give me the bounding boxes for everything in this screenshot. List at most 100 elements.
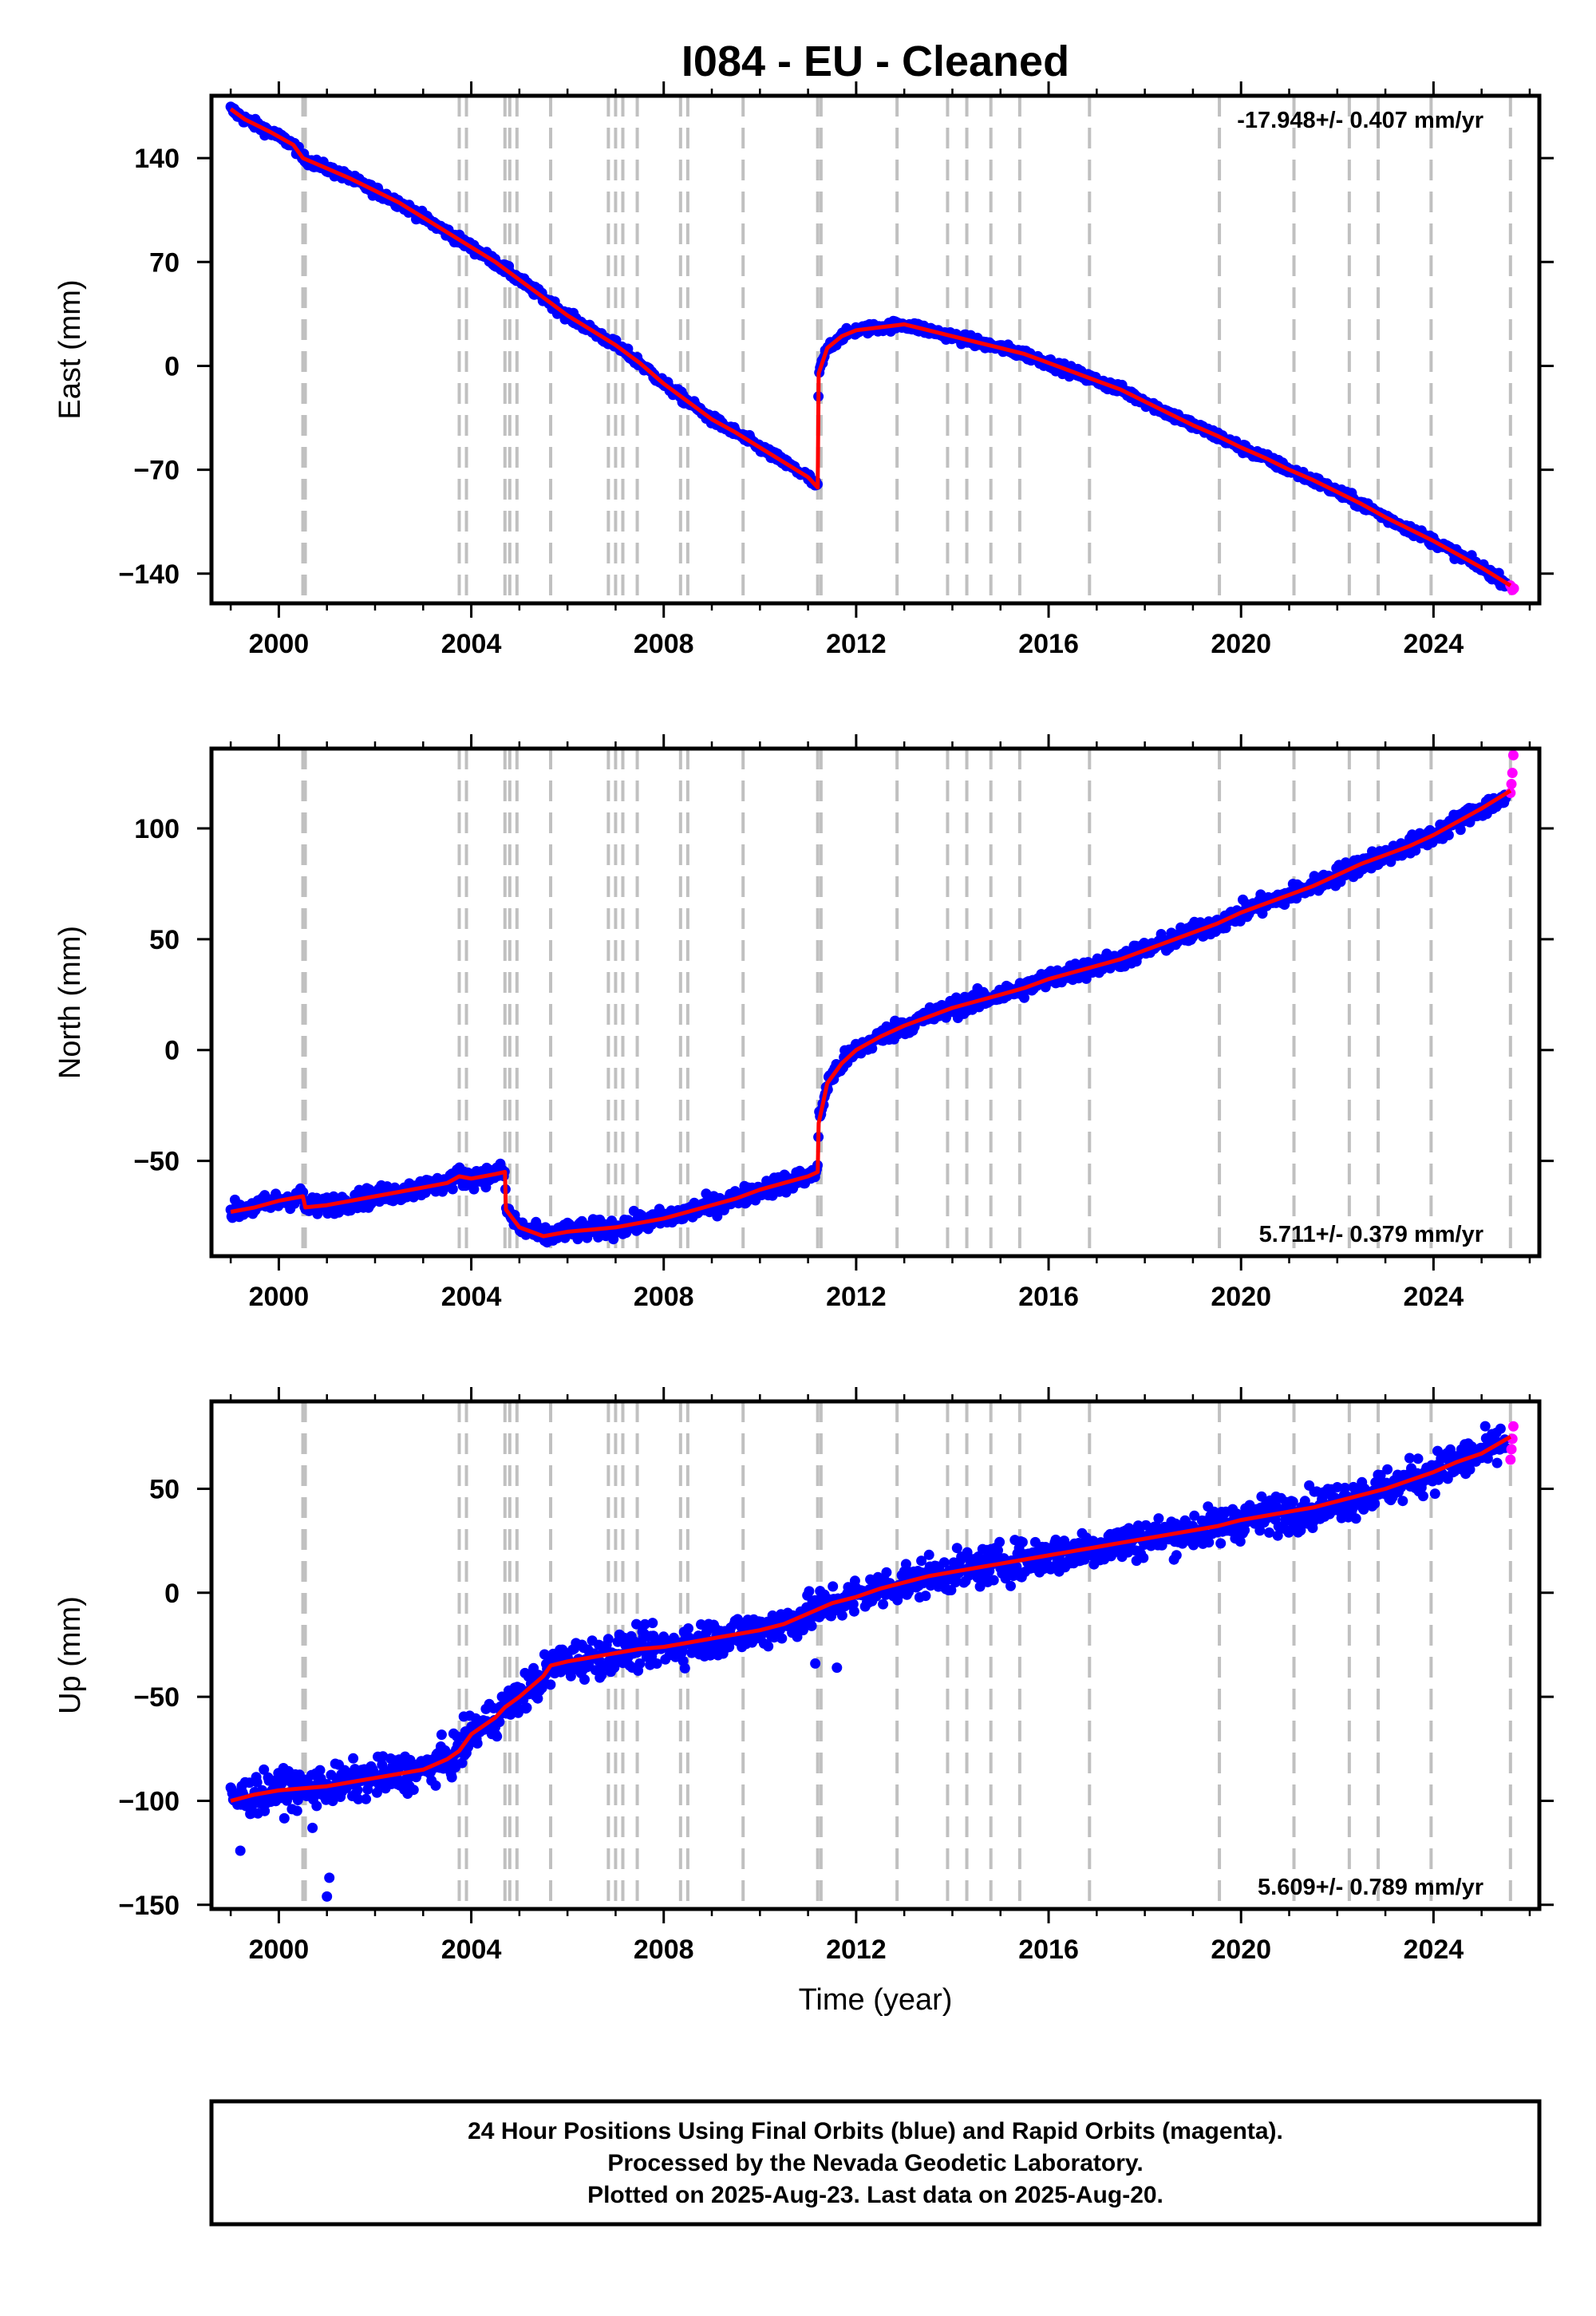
up-x-tick-label: 2000 [249,1935,310,1965]
up-final-point [408,1784,419,1796]
north-y-axis-label: North (mm) [53,926,87,1079]
up-final-point [683,1623,693,1634]
up-x-tick-label: 2008 [634,1935,694,1965]
up-final-point [1491,1457,1503,1468]
east-y-tick-label: 0 [164,351,180,381]
up-final-point [279,1812,290,1824]
up-final-point [371,1787,382,1798]
up-final-point [352,1784,363,1796]
up-final-point [804,1586,815,1597]
up-final-point [1495,1423,1506,1434]
up-final-point [348,1753,359,1764]
north-plot-area [225,749,1519,1256]
up-final-point [1011,1561,1022,1572]
north-y-tick-label: 100 [134,814,180,844]
up-final-point [988,1575,999,1586]
footer-line-3: Plotted on 2025-Aug-23. Last data on 202… [587,2182,1163,2208]
up-final-point [900,1559,911,1570]
footer-line-2: Processed by the Nevada Geodetic Laborat… [607,2150,1143,2176]
north-y-tick-label: 50 [149,925,180,955]
up-final-point [244,1777,255,1788]
up-final-point [1215,1538,1227,1549]
up-final-point [994,1536,1005,1547]
up-final-point [1171,1550,1182,1561]
up-outlier-point [307,1822,318,1833]
up-y-tick-label: −50 [133,1682,180,1713]
footer-line-1: 24 Hour Positions Using Final Orbits (bl… [468,2118,1283,2144]
north-rapid-point [1506,778,1517,789]
up-final-point [596,1670,607,1681]
up-final-point [1005,1580,1016,1591]
north-x-tick-label: 2004 [441,1282,502,1312]
up-final-point [651,1658,662,1669]
up-y-tick-label: 0 [164,1579,180,1609]
up-x-tick-label: 2012 [826,1935,887,1965]
east-x-tick-label: 2016 [1018,629,1079,659]
east-x-tick-label: 2000 [249,629,310,659]
up-y-tick-label: 50 [149,1474,180,1504]
chart-title: I084 - EU - Cleaned [681,38,1069,85]
up-final-point [1189,1510,1200,1521]
north-panel: 2000 2004 2008 2012 2016 2020 2024−50050100Nor… [53,734,1554,1312]
up-rate-label: 5.609+/- 0.789 mm/yr [1258,1875,1483,1900]
north-rapid-point [1507,768,1518,779]
up-final-point [1429,1488,1440,1500]
up-outlier-point [322,1891,333,1902]
north-final-point [468,1184,480,1195]
up-final-point [1350,1513,1361,1524]
up-final-point [492,1731,503,1742]
up-outlier-point [832,1662,843,1674]
north-final-point [447,1184,458,1195]
up-final-point [993,1545,1003,1556]
up-final-point [494,1717,505,1728]
up-final-point [881,1567,892,1578]
up-final-point [1332,1482,1343,1492]
north-final-point [1443,829,1454,840]
up-final-point [1256,1491,1267,1502]
up-final-point [472,1738,483,1749]
north-rapid-point [1507,749,1519,761]
up-final-point [353,1793,364,1804]
up-final-point [696,1619,706,1630]
east-x-tick-label: 2024 [1404,629,1464,659]
east-rate-label: -17.948+/- 0.407 mm/yr [1237,108,1483,133]
north-final-point [1455,824,1466,836]
up-final-point [920,1591,931,1602]
up-final-point [938,1557,950,1568]
up-final-point [1254,1525,1266,1536]
north-x-tick-label: 2000 [249,1282,310,1312]
up-rapid-point [1505,1454,1516,1465]
up-final-point [951,1543,962,1554]
up-final-point [647,1618,658,1629]
north-x-tick-label: 2016 [1018,1282,1079,1312]
up-final-point [314,1765,326,1776]
up-final-point [521,1702,532,1713]
up-plot-area [225,1401,1519,1909]
east-panel: 2000 2004 2008 2012 2016 2020 2024−140−7007014… [53,81,1554,659]
up-final-point [259,1805,271,1816]
up-final-point [836,1610,847,1621]
up-final-point [878,1599,889,1610]
north-y-tick-label: −50 [133,1147,180,1177]
north-x-tick-label: 2008 [634,1282,694,1312]
up-final-point [291,1805,302,1816]
up-final-point [1375,1469,1386,1480]
up-frame [209,1399,1542,1911]
north-frame [209,746,1542,1259]
up-final-point [1264,1527,1274,1538]
up-final-point [806,1620,817,1631]
up-final-point [1017,1536,1028,1547]
east-model-line [229,107,1512,587]
north-x-tick-label: 2012 [826,1282,887,1312]
north-model-line [230,788,1512,1239]
east-y-axis-label: East (mm) [53,279,87,419]
north-x-tick-label: 2024 [1404,1282,1464,1312]
up-final-point [916,1555,927,1567]
up-final-point [361,1793,372,1804]
up-y-tick-label: −150 [118,1891,180,1921]
up-final-point [974,1581,986,1592]
up-x-tick-label: 2016 [1018,1935,1079,1965]
up-final-point [763,1641,774,1652]
up-final-point [1382,1464,1393,1475]
up-final-point [545,1679,556,1690]
